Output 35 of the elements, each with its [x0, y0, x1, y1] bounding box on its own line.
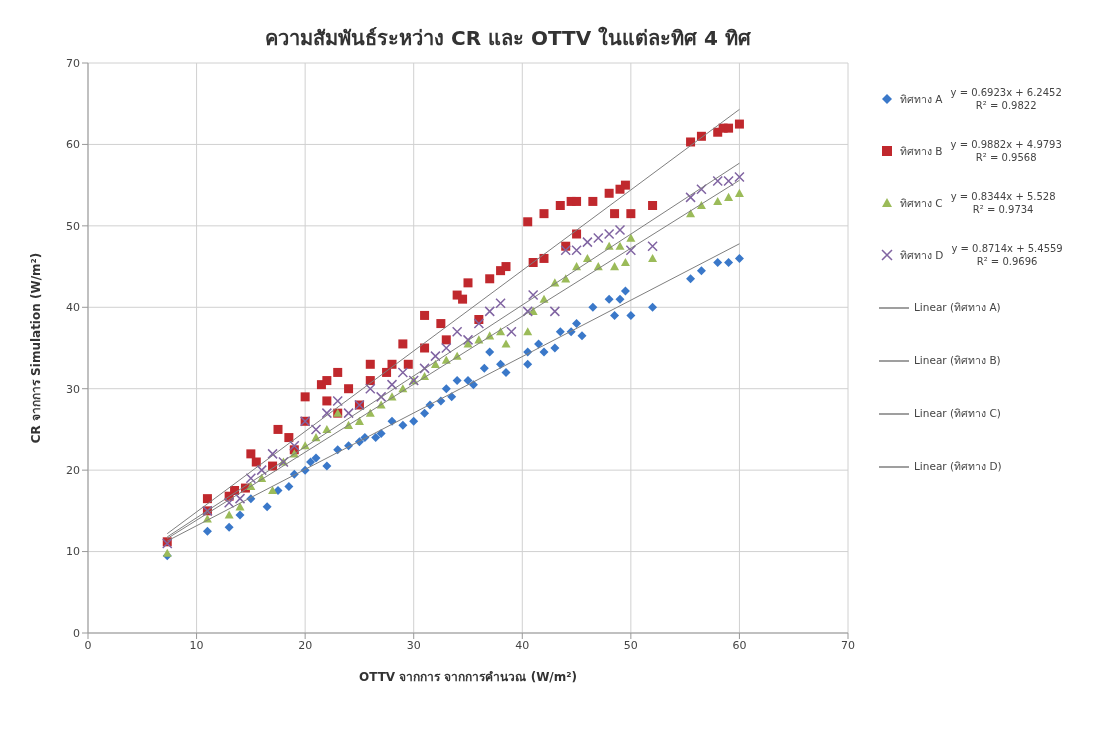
- legend-label: ทิศทาง D: [900, 247, 944, 263]
- x-tick-label: 50: [623, 638, 638, 652]
- y-tick-label: 30: [66, 382, 80, 396]
- text: R² = 0.9568: [974, 151, 1038, 164]
- chart-title: ความสัมพันธ์ระหว่าง CR และ OTTV ในแต่ละทิศ 4 ทิศ: [264, 25, 752, 52]
- x-tick-label: 60: [732, 638, 747, 652]
- text: y = 0.8714x + 5.4559: [951, 242, 1063, 255]
- text: R² = 0.9822: [974, 99, 1038, 112]
- x-tick-label: 30: [406, 638, 421, 652]
- y-tick-label: 50: [66, 219, 80, 233]
- x-tick-label: 40: [515, 638, 530, 652]
- legend-label: Linear (ทิศทาง D): [914, 459, 1002, 474]
- y-axis-title: CR จากการ Simulation (W/m²): [29, 252, 44, 444]
- legend-label: Linear (ทิศทาง B): [914, 353, 1001, 368]
- y-tick-label: 60: [66, 138, 80, 152]
- text: R² = 0.9734: [971, 203, 1035, 216]
- text: y = 0.6923x + 6.2452: [950, 86, 1062, 99]
- x-tick-label: 20: [298, 638, 313, 652]
- text: R² = 0.9696: [975, 255, 1039, 268]
- text: y = 0.8344x + 5.528: [950, 190, 1056, 203]
- y-tick-label: 70: [66, 56, 80, 70]
- y-tick-label: 40: [66, 301, 80, 315]
- x-tick-label: 0: [84, 638, 92, 652]
- y-tick-label: 0: [73, 626, 80, 640]
- legend-label: ทิศทาง A: [900, 91, 943, 107]
- text: y = 0.9882x + 4.9793: [950, 138, 1062, 151]
- x-tick-label: 70: [841, 638, 855, 652]
- legend-label: Linear (ทิศทาง C): [914, 406, 1001, 421]
- legend-label: Linear (ทิศทาง A): [914, 300, 1001, 315]
- legend-label: ทิศทาง C: [900, 195, 943, 211]
- x-tick-label: 10: [189, 638, 204, 652]
- legend-label: ทิศทาง B: [900, 143, 943, 159]
- y-tick-label: 20: [66, 464, 80, 478]
- y-tick-label: 10: [66, 545, 80, 559]
- x-axis-title: OTTV จากการ จากการคำนวณ (W/m²): [358, 670, 578, 684]
